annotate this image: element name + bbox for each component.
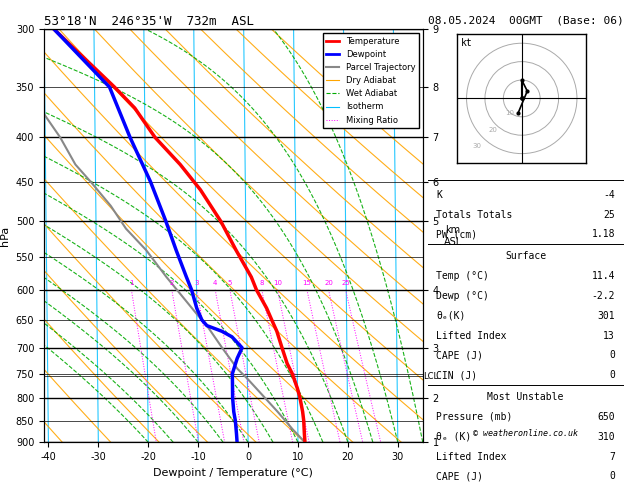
Text: LCL: LCL <box>423 372 438 381</box>
Text: K: K <box>437 190 442 200</box>
Y-axis label: km
ASL: km ASL <box>443 225 462 246</box>
Text: 1: 1 <box>129 280 133 286</box>
Text: Pressure (mb): Pressure (mb) <box>437 412 513 422</box>
Text: 4: 4 <box>213 280 218 286</box>
Text: -2.2: -2.2 <box>591 291 615 301</box>
Text: © weatheronline.co.uk: © weatheronline.co.uk <box>473 429 578 438</box>
Text: θₑ(K): θₑ(K) <box>437 311 465 321</box>
Text: CIN (J): CIN (J) <box>437 370 477 380</box>
Text: 10: 10 <box>273 280 282 286</box>
Text: 10: 10 <box>505 110 514 116</box>
Text: 20: 20 <box>324 280 333 286</box>
Text: -4: -4 <box>603 190 615 200</box>
Text: 20: 20 <box>489 126 498 133</box>
Text: 7: 7 <box>609 451 615 462</box>
Text: 53°18'N  246°35'W  732m  ASL: 53°18'N 246°35'W 732m ASL <box>44 15 254 28</box>
Text: 08.05.2024  00GMT  (Base: 06): 08.05.2024 00GMT (Base: 06) <box>428 15 624 25</box>
Text: Surface: Surface <box>505 251 546 261</box>
Text: θₑ (K): θₑ (K) <box>437 432 472 442</box>
Text: Lifted Index: Lifted Index <box>437 451 507 462</box>
Text: 0: 0 <box>609 471 615 481</box>
Text: CAPE (J): CAPE (J) <box>437 350 483 361</box>
Text: 2: 2 <box>170 280 174 286</box>
Text: Lifted Index: Lifted Index <box>437 330 507 341</box>
Legend: Temperature, Dewpoint, Parcel Trajectory, Dry Adiabat, Wet Adiabat, Isotherm, Mi: Temperature, Dewpoint, Parcel Trajectory… <box>323 34 418 128</box>
Text: 15: 15 <box>303 280 311 286</box>
Text: Dewp (°C): Dewp (°C) <box>437 291 489 301</box>
Text: 5: 5 <box>228 280 232 286</box>
Text: 25: 25 <box>342 280 350 286</box>
Text: Most Unstable: Most Unstable <box>487 392 564 402</box>
Text: 8: 8 <box>260 280 264 286</box>
Text: 310: 310 <box>598 432 615 442</box>
Text: CAPE (J): CAPE (J) <box>437 471 483 481</box>
Text: Temp (°C): Temp (°C) <box>437 271 489 281</box>
Text: 25: 25 <box>603 209 615 220</box>
Text: 11.4: 11.4 <box>591 271 615 281</box>
Text: Totals Totals: Totals Totals <box>437 209 513 220</box>
Text: 301: 301 <box>598 311 615 321</box>
X-axis label: Dewpoint / Temperature (°C): Dewpoint / Temperature (°C) <box>153 468 313 478</box>
Text: 650: 650 <box>598 412 615 422</box>
Text: 1.18: 1.18 <box>591 229 615 240</box>
Text: 0: 0 <box>609 350 615 361</box>
Text: 13: 13 <box>603 330 615 341</box>
Text: PW (cm): PW (cm) <box>437 229 477 240</box>
Text: 3: 3 <box>194 280 199 286</box>
Y-axis label: hPa: hPa <box>0 226 10 246</box>
Text: 30: 30 <box>472 143 481 149</box>
Text: 0: 0 <box>609 370 615 380</box>
Text: kt: kt <box>461 38 473 48</box>
